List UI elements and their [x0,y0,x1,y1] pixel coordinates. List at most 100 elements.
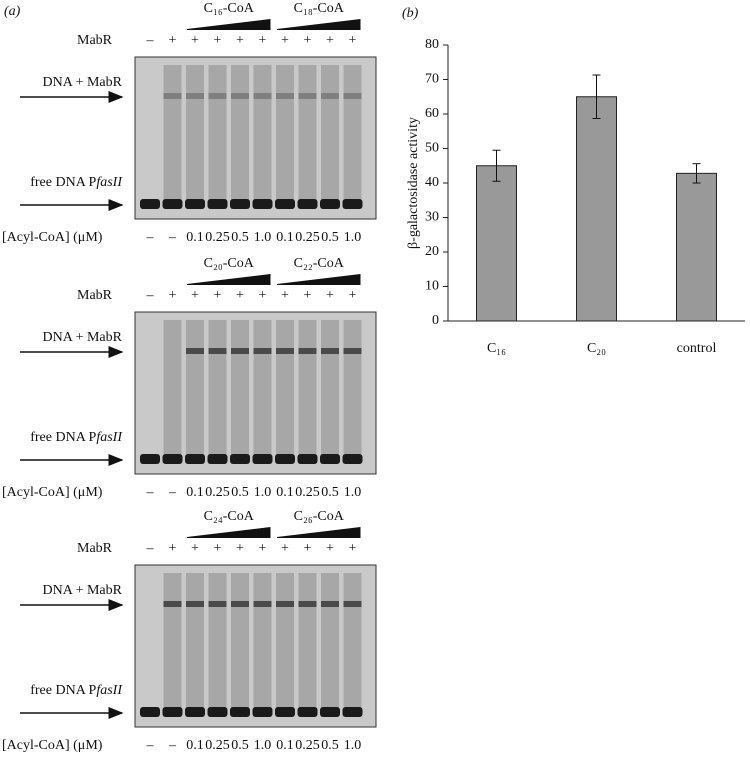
wedge [277,274,361,285]
lane-smear [276,65,294,202]
bar [676,172,717,322]
conc-label: 0.5 [321,230,339,245]
free-band [185,199,205,209]
mabr-sign: + [349,33,357,48]
y-tick-label: 60 [425,106,439,121]
lane-smear [343,320,362,457]
x-tick-label: C₁₆ [487,341,506,356]
lane-smear [208,573,227,710]
conc-label: 1.0 [254,738,272,753]
lane-smear [163,65,182,202]
bar [576,96,617,322]
lane-smear [298,320,317,457]
conc-label: – [168,738,177,753]
free-label-text: free DNA P [30,430,96,445]
mabr-sign: – [146,288,155,303]
conc-label: – [146,738,155,753]
conc-label: 0.25 [205,485,230,500]
wedge [187,274,271,285]
lane-smear [276,573,294,710]
free-band [252,707,273,717]
lane-smear [231,320,249,457]
conc-label: 1.0 [254,485,272,500]
mabr-sign: + [304,288,312,303]
y-tick-label: 80 [425,37,439,52]
free-band [140,199,160,209]
row-label: MabR [77,288,113,303]
free-band [162,199,183,209]
complex-band [321,601,339,607]
mabr-sign: + [326,288,334,303]
free-band [252,199,273,209]
complex-label: DNA + MabR [43,75,123,90]
conc-label: 0.5 [231,738,249,753]
free-band [185,454,205,464]
lane-smear [163,320,182,457]
lane-smear [231,65,249,202]
error-bar [492,149,501,182]
complex-band [253,601,272,607]
free-band [342,454,363,464]
conc-label: 1.0 [344,230,362,245]
mabr-sign: + [259,541,267,556]
x-tick-label: C₂₀ [587,341,606,356]
free-band [275,454,295,464]
free-label-text: free DNA P [30,683,96,698]
free-label-italic: fasII [96,430,123,445]
y-tick-label: 10 [425,279,439,294]
free-label-italic: fasII [96,175,123,190]
conc-label: 0.1 [186,738,204,753]
complex-band [208,93,227,99]
group-title: C₂₆-CoA [294,509,345,524]
y-tick-label: 20 [425,244,439,259]
complex-band [321,348,339,354]
free-label-text: free DNA P [30,175,96,190]
conc-label: 0.25 [295,230,320,245]
mabr-sign: + [236,33,244,48]
lane-smear [186,65,204,202]
y-tick-label: 40 [425,175,439,190]
lane-smear [343,65,362,202]
conc-label: 1.0 [344,485,362,500]
complex-band [253,93,272,99]
conc-label: 0.1 [186,230,204,245]
group-title: C₂₀-CoA [204,256,255,271]
lane-smear [253,320,272,457]
panel-label: (a) [4,4,21,19]
free-band [230,199,250,209]
complex-band [321,93,339,99]
complex-band [163,93,182,99]
conc-label: 0.1 [276,485,294,500]
wedge [187,527,271,538]
free-band [320,707,340,717]
complex-band [186,348,204,354]
mabr-sign: + [191,288,199,303]
conc-label: 0.25 [295,738,320,753]
conc-label: – [168,230,177,245]
conc-label: 1.0 [344,738,362,753]
conc-label: – [168,485,177,500]
panel-label: (b) [402,6,419,21]
y-axis-label: β-galactosidase activity [406,117,421,249]
mabr-sign: + [281,288,289,303]
y-tick-label: 50 [425,141,439,156]
lane-smear [231,573,249,710]
mabr-sign: + [169,33,177,48]
bar [476,165,517,322]
x-tick-label: control [677,341,717,356]
free-band [297,454,318,464]
free-band [162,454,183,464]
complex-band [231,348,249,354]
mabr-sign: + [214,33,222,48]
complex-band [298,348,317,354]
complex-band [276,348,294,354]
row-label: MabR [77,541,113,556]
free-band [342,199,363,209]
row-label: MabR [77,33,113,48]
free-band [342,707,363,717]
free-band [140,454,160,464]
free-band [162,707,183,717]
mabr-sign: + [259,288,267,303]
complex-label: DNA + MabR [43,583,123,598]
complex-band [343,348,362,354]
